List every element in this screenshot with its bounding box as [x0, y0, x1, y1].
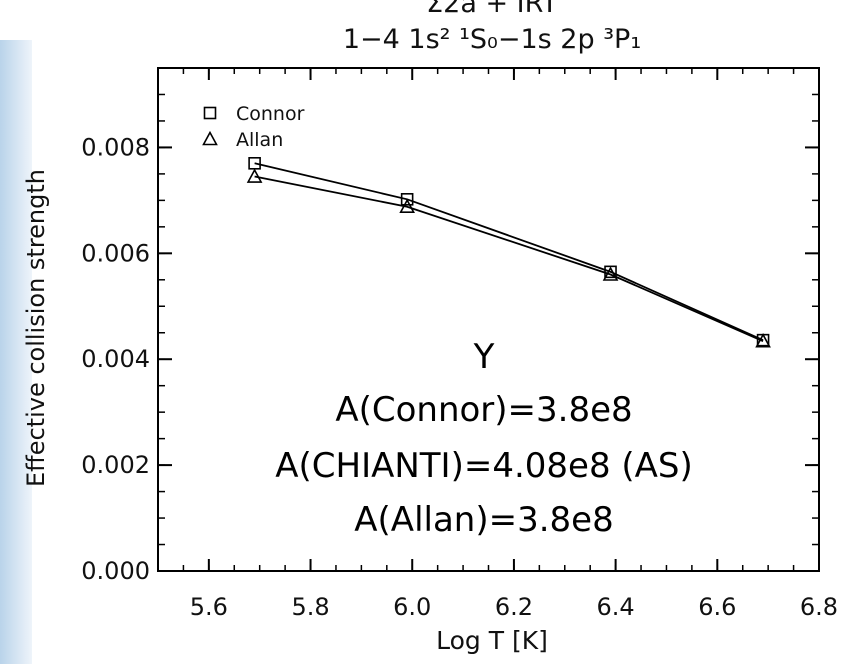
- x-axis-label: Log T [K]: [436, 626, 548, 655]
- x-tick-label: 6.0: [393, 593, 431, 621]
- annotation-connor: A(Connor)=3.8e8: [335, 390, 632, 430]
- annotation-block: Y A(Connor)=3.8e8 A(CHIANTI)=4.08e8 (AS)…: [275, 337, 693, 540]
- legend-label-connor: Connor: [236, 103, 305, 125]
- x-tick-label: 6.4: [597, 593, 635, 621]
- y-tick-label: 0.000: [81, 557, 150, 585]
- annotation-y: Y: [473, 337, 495, 377]
- connor-point: [400, 193, 414, 206]
- legend-label-allan: Allan: [236, 129, 283, 151]
- y-axis: 0.000 0.002 0.004 0.006 0.008: [81, 67, 819, 585]
- series-line-connor: [254, 162, 764, 341]
- y-tick-label: 0.004: [81, 345, 150, 373]
- allan-point: [602, 266, 619, 281]
- series-connor: [248, 157, 770, 347]
- annotation-allan: A(Allan)=3.8e8: [354, 500, 613, 540]
- x-tick-label: 6.8: [800, 593, 838, 621]
- legend-marker-allan: [202, 130, 218, 146]
- x-tick-label: 5.6: [190, 593, 228, 621]
- legend: Connor Allan: [202, 103, 305, 151]
- annotation-chianti: A(CHIANTI)=4.08e8 (AS): [275, 446, 693, 486]
- chart-title: 1−4 1s² ¹S₀−1s 2p ³P₁: [343, 24, 641, 55]
- allan-point: [246, 168, 263, 183]
- series-layer: [246, 157, 771, 348]
- y-axis-label: Effective collision strength: [22, 169, 50, 487]
- y-tick-label: 0.006: [81, 239, 150, 267]
- legend-marker-connor: [203, 106, 217, 120]
- x-tick-label: 5.8: [291, 593, 329, 621]
- allan-point: [399, 198, 415, 214]
- series-line-allan: [254, 175, 764, 343]
- x-tick-label: 6.6: [698, 593, 736, 621]
- chart-title-top: Σ2a + IRT: [426, 0, 558, 19]
- allan-point: [755, 333, 771, 348]
- series-allan: [246, 168, 771, 348]
- y-tick-label: 0.002: [81, 451, 150, 479]
- background-strip: [0, 40, 32, 664]
- y-tick-label: 0.008: [81, 133, 150, 161]
- x-tick-label: 6.2: [495, 593, 533, 621]
- x-axis: 5.6 5.8 6.0 6.2 6.4 6.6 6.8: [157, 68, 838, 621]
